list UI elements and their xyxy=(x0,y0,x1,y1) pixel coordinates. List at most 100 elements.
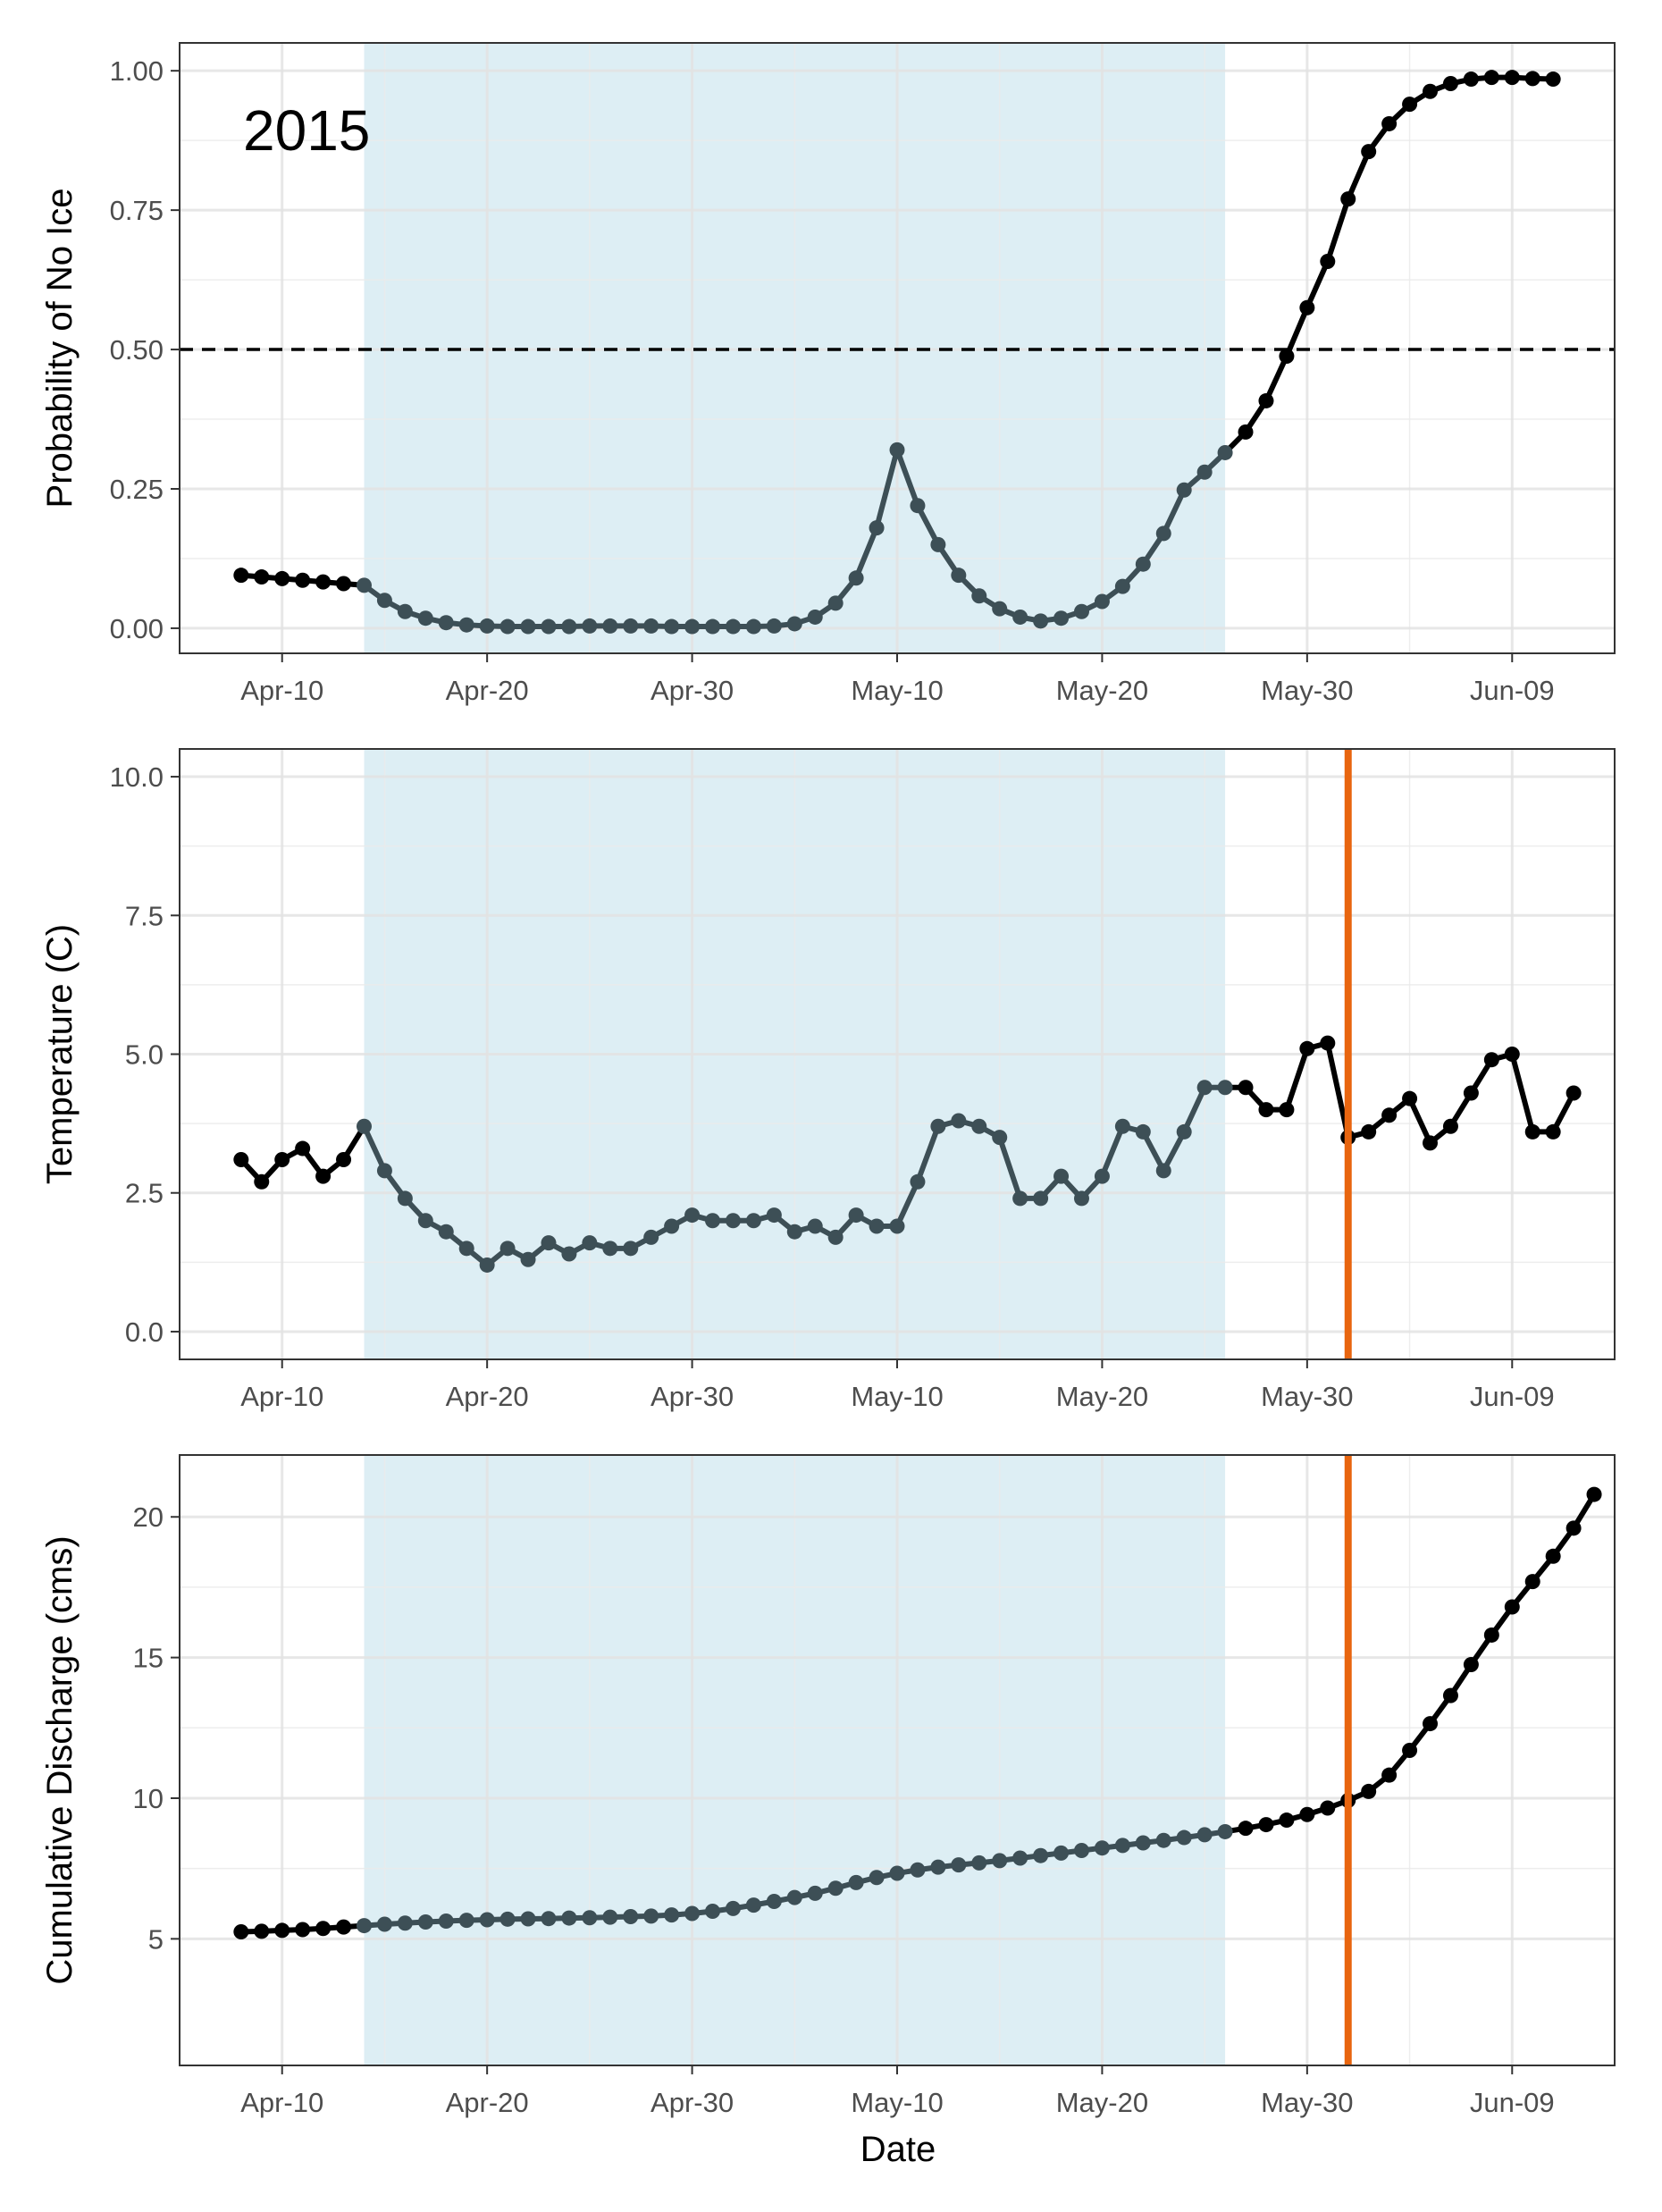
data-point xyxy=(479,1912,495,1928)
data-point xyxy=(602,1241,618,1257)
series-segment xyxy=(853,525,880,581)
data-point xyxy=(971,588,987,604)
data-point xyxy=(684,618,701,635)
data-point xyxy=(295,1140,311,1156)
data-point xyxy=(1176,1123,1192,1140)
x-tick-label: May-30 xyxy=(1261,2087,1353,2118)
data-point xyxy=(1217,1080,1233,1096)
data-point xyxy=(336,1151,352,1167)
data-point xyxy=(541,1235,557,1251)
data-point xyxy=(869,1218,885,1234)
data-point xyxy=(766,1207,782,1224)
data-point xyxy=(520,618,536,635)
data-point xyxy=(479,1257,495,1273)
data-point xyxy=(1423,1716,1439,1732)
data-point xyxy=(1279,1812,1295,1829)
data-point xyxy=(1483,70,1499,86)
series-segment xyxy=(1263,353,1289,404)
data-point xyxy=(499,618,516,635)
data-point xyxy=(1320,1800,1336,1816)
data-point xyxy=(664,618,680,635)
data-point xyxy=(745,1213,761,1229)
data-point xyxy=(1402,1742,1418,1758)
data-point xyxy=(848,570,864,586)
data-point xyxy=(1238,1821,1254,1837)
data-point xyxy=(254,569,270,585)
data-point xyxy=(336,1919,352,1935)
data-point xyxy=(315,1921,332,1937)
data-point xyxy=(745,618,761,635)
data-point xyxy=(315,1168,332,1184)
series-segment xyxy=(1283,305,1310,359)
data-point xyxy=(951,1857,967,1873)
y-tick-label: 0.25 xyxy=(110,474,164,505)
data-point xyxy=(643,1229,659,1245)
data-point xyxy=(992,601,1008,617)
data-point xyxy=(889,1865,905,1881)
data-point xyxy=(971,1855,987,1871)
data-point xyxy=(561,1910,577,1926)
data-point xyxy=(807,1885,823,1901)
data-point xyxy=(499,1241,516,1257)
x-tick-label: Jun-09 xyxy=(1470,675,1555,706)
data-point xyxy=(499,1911,516,1927)
data-point xyxy=(1402,97,1418,113)
data-point xyxy=(1258,1102,1274,1118)
series-segment xyxy=(914,1123,941,1185)
series-segment xyxy=(894,1179,920,1229)
series-segment xyxy=(1324,196,1351,265)
data-point xyxy=(417,1913,433,1930)
y-axis-title: Temperature (C) xyxy=(40,924,80,1184)
data-point xyxy=(1565,1520,1582,1536)
x-tick-label: May-30 xyxy=(1261,1381,1353,1412)
data-point xyxy=(725,1213,741,1229)
data-point xyxy=(1279,1102,1295,1118)
data-point xyxy=(766,618,782,634)
data-point xyxy=(643,618,659,634)
data-point xyxy=(1053,1845,1070,1861)
x-tick-label: Apr-20 xyxy=(446,675,529,706)
data-point xyxy=(1524,71,1540,87)
data-point xyxy=(1442,1118,1458,1134)
data-point xyxy=(1094,593,1110,610)
data-point xyxy=(417,1213,433,1229)
data-point xyxy=(889,1218,905,1234)
data-point xyxy=(356,1918,372,1934)
data-point xyxy=(807,609,823,625)
y-tick-label: 15 xyxy=(133,1643,164,1674)
data-point xyxy=(1114,1838,1130,1854)
data-point xyxy=(1176,482,1192,498)
y-axis-title: Probability of No Ice xyxy=(40,189,80,509)
data-point xyxy=(315,574,332,590)
data-point xyxy=(1155,1163,1171,1179)
y-tick-label: 0.00 xyxy=(110,613,164,644)
data-point xyxy=(910,1173,926,1190)
data-point xyxy=(705,1213,721,1229)
data-point xyxy=(561,618,577,635)
series-segment xyxy=(1181,1084,1208,1135)
data-point xyxy=(1094,1168,1110,1184)
probability-panel: 0.00 0.25 0.50 0.75 1.00 Apr-10 Apr-20 Apr-30 Ma… xyxy=(40,42,1616,706)
data-point xyxy=(233,1923,249,1939)
x-tick-label: Apr-10 xyxy=(240,1381,323,1412)
data-point xyxy=(930,1859,946,1875)
data-point xyxy=(1299,1040,1315,1056)
data-point xyxy=(1361,144,1377,160)
x-tick-label: Apr-30 xyxy=(651,675,734,706)
data-point xyxy=(1320,1035,1336,1051)
data-point xyxy=(623,1241,639,1257)
data-point xyxy=(1135,556,1151,572)
data-point xyxy=(1463,1656,1479,1672)
data-point xyxy=(1381,1107,1398,1123)
data-point xyxy=(397,1915,413,1931)
data-point xyxy=(1463,1085,1479,1101)
data-point xyxy=(376,1163,392,1179)
series-segment xyxy=(1345,148,1372,202)
data-point xyxy=(1483,1627,1499,1643)
data-point xyxy=(1217,1823,1233,1839)
data-point xyxy=(848,1207,864,1224)
data-point xyxy=(376,593,392,609)
x-tick-label: Apr-20 xyxy=(446,1381,529,1412)
x-tick-label: May-20 xyxy=(1056,1381,1148,1412)
data-point xyxy=(643,1908,659,1924)
